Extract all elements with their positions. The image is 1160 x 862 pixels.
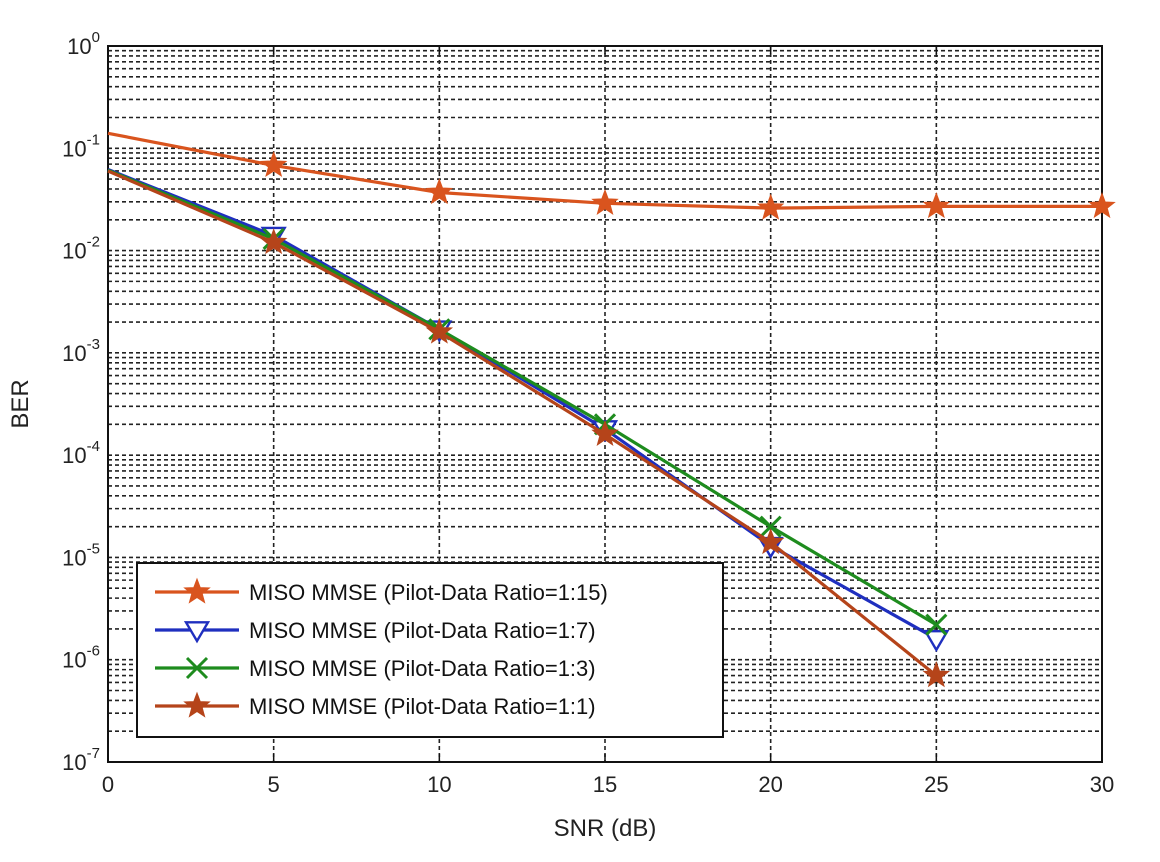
series-marker bbox=[925, 613, 948, 636]
series-marker bbox=[425, 317, 454, 344]
x-tick-label: 25 bbox=[924, 772, 948, 797]
series-marker bbox=[756, 528, 785, 555]
legend-entry: MISO MMSE (Pilot-Data Ratio=1:7) bbox=[155, 618, 596, 644]
x-tick-label: 20 bbox=[758, 772, 782, 797]
series-line bbox=[107, 168, 938, 627]
y-tick-label: 10-2 bbox=[62, 234, 100, 264]
legend-label: MISO MMSE (Pilot-Data Ratio=1:7) bbox=[249, 618, 596, 643]
tick-labels: 0 5 10 15 20 25 30 100 10-1 10-2 10-3 10-4 10-5 10-6 1… bbox=[62, 29, 1114, 797]
y-tick-label: 10-1 bbox=[62, 131, 100, 161]
y-tick-label: 10-7 bbox=[62, 745, 100, 775]
series bbox=[107, 131, 1116, 220]
series-marker bbox=[183, 621, 211, 644]
series-marker bbox=[425, 178, 454, 205]
x-axis-label: SNR (dB) bbox=[554, 815, 657, 842]
y-tick-label: 10-4 bbox=[62, 438, 100, 468]
marker-stroke bbox=[759, 515, 782, 538]
series-marker bbox=[922, 191, 951, 219]
series-marker bbox=[591, 188, 619, 215]
series bbox=[107, 168, 948, 636]
series-marker bbox=[923, 629, 950, 653]
series-layer bbox=[107, 131, 1116, 688]
y-tick-label: 100 bbox=[67, 29, 100, 59]
series-line bbox=[107, 169, 938, 677]
x-tick-label: 0 bbox=[102, 772, 114, 797]
series-marker bbox=[922, 661, 951, 688]
legend-box bbox=[136, 562, 724, 738]
x-tick-label: 5 bbox=[268, 772, 280, 797]
marker-stroke bbox=[185, 656, 209, 680]
series-marker bbox=[185, 656, 209, 680]
y-tick-label: 10-6 bbox=[62, 643, 100, 673]
y-tick-label: 10-5 bbox=[62, 540, 100, 570]
y-tick-label: 10-3 bbox=[62, 336, 100, 366]
x-tick-label: 15 bbox=[593, 772, 617, 797]
series-marker bbox=[1088, 191, 1116, 219]
series-marker bbox=[591, 419, 619, 446]
y-axis-label: BER bbox=[7, 379, 34, 428]
legend-label: MISO MMSE (Pilot-Data Ratio=1:1) bbox=[249, 694, 596, 719]
legend-entry: MISO MMSE (Pilot-Data Ratio=1:15) bbox=[155, 577, 608, 605]
legend-entry: MISO MMSE (Pilot-Data Ratio=1:1) bbox=[155, 691, 596, 719]
legend-entry: MISO MMSE (Pilot-Data Ratio=1:3) bbox=[155, 656, 596, 681]
series-marker bbox=[259, 150, 288, 178]
series-marker bbox=[183, 691, 211, 718]
legend: MISO MMSE (Pilot-Data Ratio=1:15) MISO MM… bbox=[136, 562, 724, 738]
series-marker bbox=[259, 228, 288, 255]
marker-stroke bbox=[925, 613, 948, 636]
legend-label: MISO MMSE (Pilot-Data Ratio=1:15) bbox=[249, 580, 608, 605]
series-marker bbox=[183, 577, 211, 604]
x-tick-label: 30 bbox=[1090, 772, 1114, 797]
series-marker bbox=[756, 193, 785, 220]
series bbox=[107, 169, 951, 688]
legend-label: MISO MMSE (Pilot-Data Ratio=1:3) bbox=[249, 656, 596, 681]
x-tick-label: 10 bbox=[427, 772, 451, 797]
series-line bbox=[107, 168, 938, 641]
series-marker bbox=[759, 515, 782, 538]
